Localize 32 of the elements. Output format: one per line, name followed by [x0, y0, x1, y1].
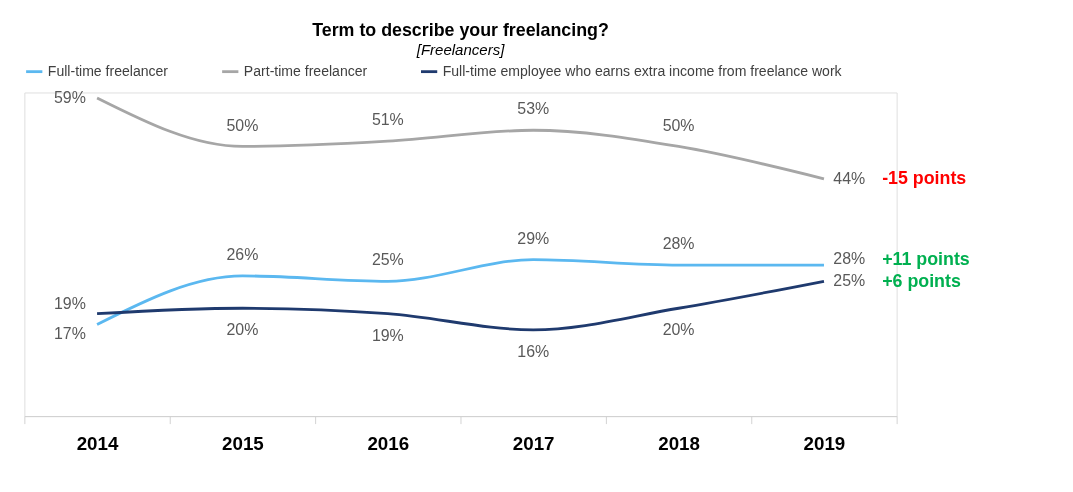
annotation: +11 points [882, 249, 970, 270]
data-label: 44% [833, 169, 866, 187]
data-label: 19% [53, 294, 86, 312]
data-label: 20% [226, 321, 259, 339]
x-tick-label: 2017 [512, 433, 555, 455]
data-label: 26% [226, 245, 259, 263]
x-tick-label: 2014 [76, 433, 119, 455]
x-tick-label: 2019 [803, 433, 846, 455]
legend-label: Full-time employee who earns extra income from freelance work [442, 63, 843, 80]
data-label: 53% [517, 100, 550, 118]
annotation: +6 points [882, 270, 961, 291]
data-label: 28% [662, 235, 695, 253]
data-label: 25% [371, 251, 404, 269]
chart-subtitle: [Freelancers] [415, 41, 506, 59]
data-label: 28% [833, 250, 866, 268]
data-label: 59% [53, 88, 86, 106]
data-label: 20% [662, 321, 695, 339]
data-label: 50% [226, 116, 259, 134]
data-label: 25% [833, 271, 866, 289]
x-tick-label: 2016 [367, 433, 410, 455]
data-label: 51% [371, 111, 404, 129]
x-tick-label: 2018 [658, 433, 700, 455]
chart-title: Term to describe your freelancing? [312, 20, 609, 41]
data-label: 19% [371, 326, 404, 344]
data-label: 29% [517, 229, 550, 247]
annotation: -15 points [882, 168, 967, 189]
x-tick-label: 2015 [222, 433, 264, 455]
legend-label: Full-time freelancer [47, 63, 169, 80]
data-label: 16% [517, 343, 550, 361]
data-label: 50% [662, 116, 695, 134]
legend-label: Part-time freelancer [243, 63, 368, 80]
data-label: 17% [53, 324, 86, 342]
